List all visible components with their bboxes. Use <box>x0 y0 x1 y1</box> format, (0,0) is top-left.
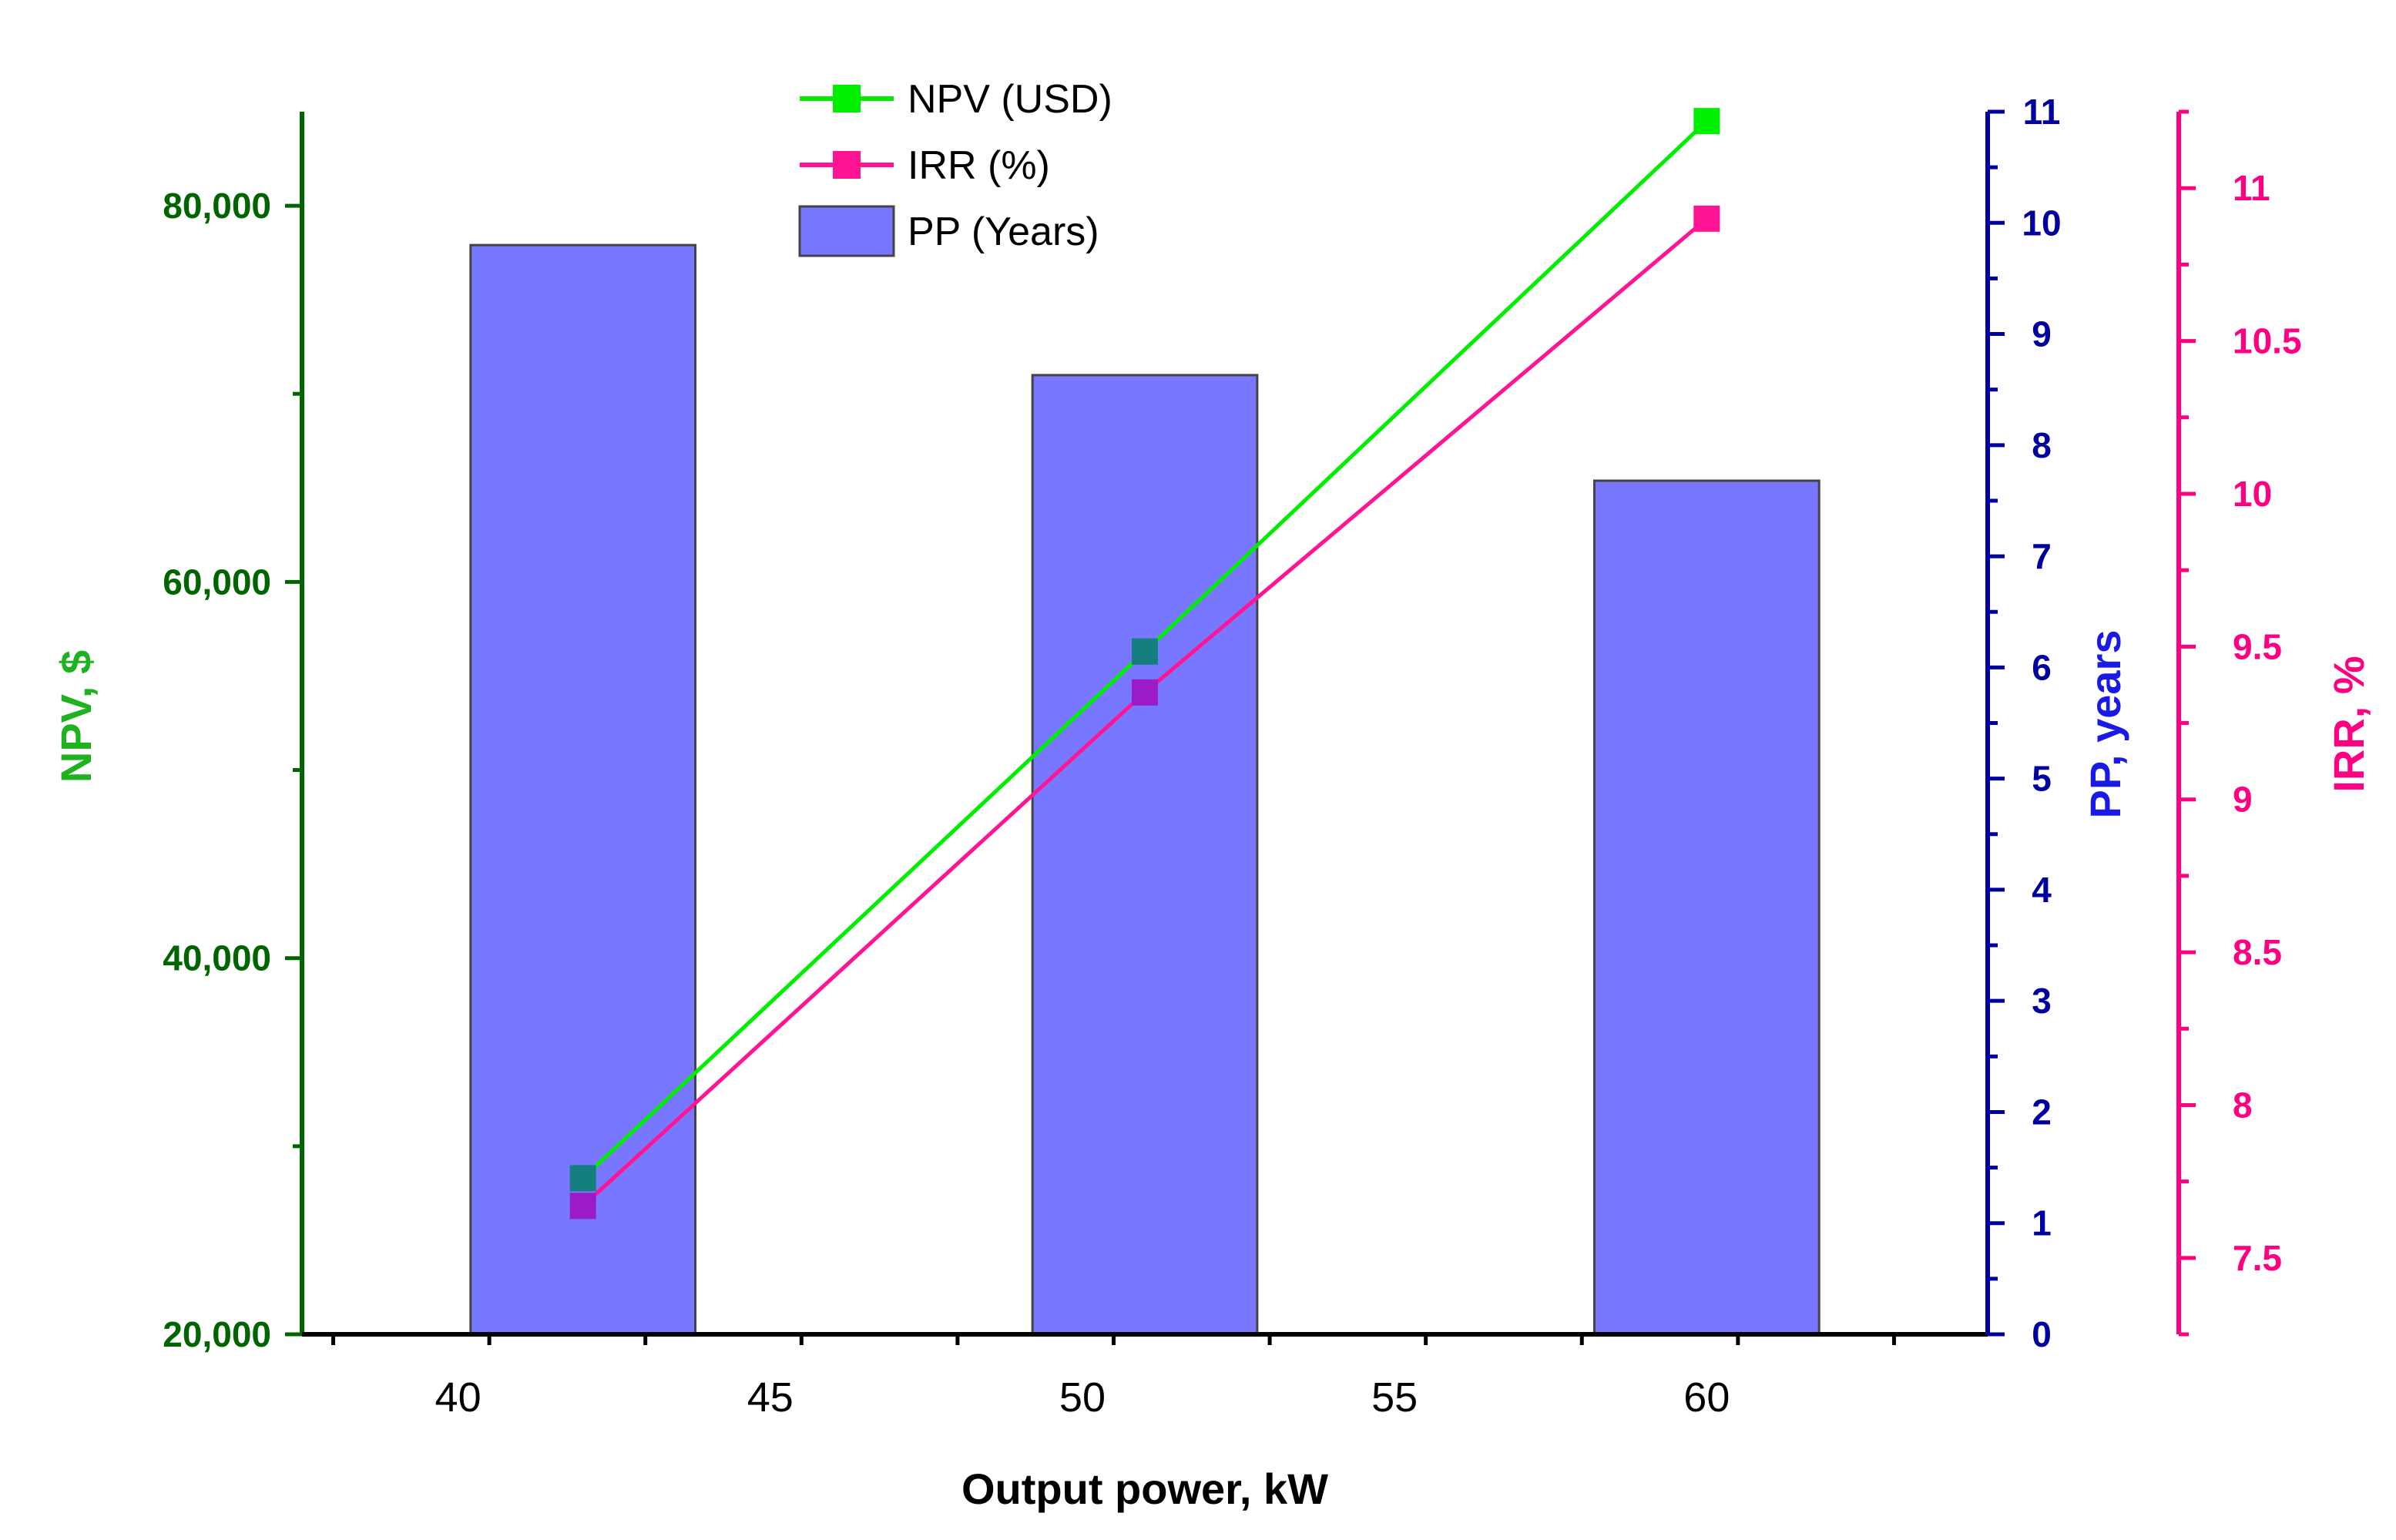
pp-tick-label: 11 <box>2023 92 2061 132</box>
bar-pp-years-1 <box>1031 374 1259 1336</box>
marker-irr-0 <box>569 1193 596 1220</box>
x-axis-label: Output power, kW <box>961 1465 1328 1513</box>
pp-bars <box>469 243 1820 1336</box>
pp-tick-label: 5 <box>2032 759 2052 799</box>
pp-tick-label: 9 <box>2032 314 2052 354</box>
marker-npv-usd-1 <box>1132 638 1158 665</box>
marker-irr-2 <box>1693 205 1720 232</box>
irr-tick-label: 10 <box>2233 474 2272 514</box>
legend-label-irr: IRR (%) <box>908 143 1050 188</box>
series-lines <box>569 108 1720 1220</box>
npv-axis-label: NPV, $ <box>52 650 100 783</box>
pp-axis-label: PP, years <box>2081 630 2129 819</box>
irr-tick-label: 8.5 <box>2233 932 2282 972</box>
legend-marker-npv-usd <box>833 85 861 112</box>
legend: NPV (USD) IRR (%) PP (Years) <box>798 77 1112 257</box>
irr-tick-label: 8 <box>2233 1085 2253 1125</box>
legend-marker-irr <box>833 151 861 179</box>
bar-pp-years-0 <box>469 243 697 1336</box>
legend-swatch-pp-years <box>798 205 895 257</box>
bar-pp-years-2 <box>1592 479 1820 1336</box>
npv-tick-label: 40,000 <box>163 938 271 978</box>
pp-tick-label: 6 <box>2032 647 2052 687</box>
legend-label-npv-usd: NPV (USD) <box>908 77 1112 122</box>
irr-tick-label: 7.5 <box>2233 1238 2282 1278</box>
pp-tick-label: 4 <box>2032 870 2052 910</box>
marker-npv-usd-2 <box>1693 108 1720 135</box>
npv-tick-label: 80,000 <box>163 186 271 226</box>
npv-tick-label: 60,000 <box>163 562 271 602</box>
irr-tick-label: 10.5 <box>2233 321 2302 361</box>
x-tick-label: 55 <box>1371 1374 1418 1421</box>
x-tick-label: 40 <box>435 1374 482 1421</box>
marker-npv-usd-0 <box>569 1165 596 1192</box>
legend-label-pp-years: PP (Years) <box>908 210 1099 254</box>
pp-tick-label: 2 <box>2032 1092 2052 1132</box>
irr-tick-label: 9 <box>2233 780 2253 820</box>
x-tick-label: 45 <box>747 1374 794 1421</box>
x-tick-label: 50 <box>1059 1374 1106 1421</box>
npv-tick-label: 20,000 <box>163 1314 271 1354</box>
pp-tick-label: 7 <box>2032 536 2052 576</box>
pp-tick-label: 3 <box>2032 981 2052 1021</box>
pp-tick-label: 1 <box>2032 1203 2052 1243</box>
irr-axis-label: IRR, % <box>2324 656 2373 792</box>
marker-irr-1 <box>1132 679 1158 706</box>
x-tick-label: 60 <box>1683 1374 1730 1421</box>
pp-tick-label: 8 <box>2032 425 2052 465</box>
pp-tick-label: 10 <box>2022 203 2061 243</box>
irr-tick-label: 9.5 <box>2233 626 2282 666</box>
pp-tick-label: 0 <box>2032 1314 2052 1354</box>
irr-tick-label: 11 <box>2233 168 2270 208</box>
